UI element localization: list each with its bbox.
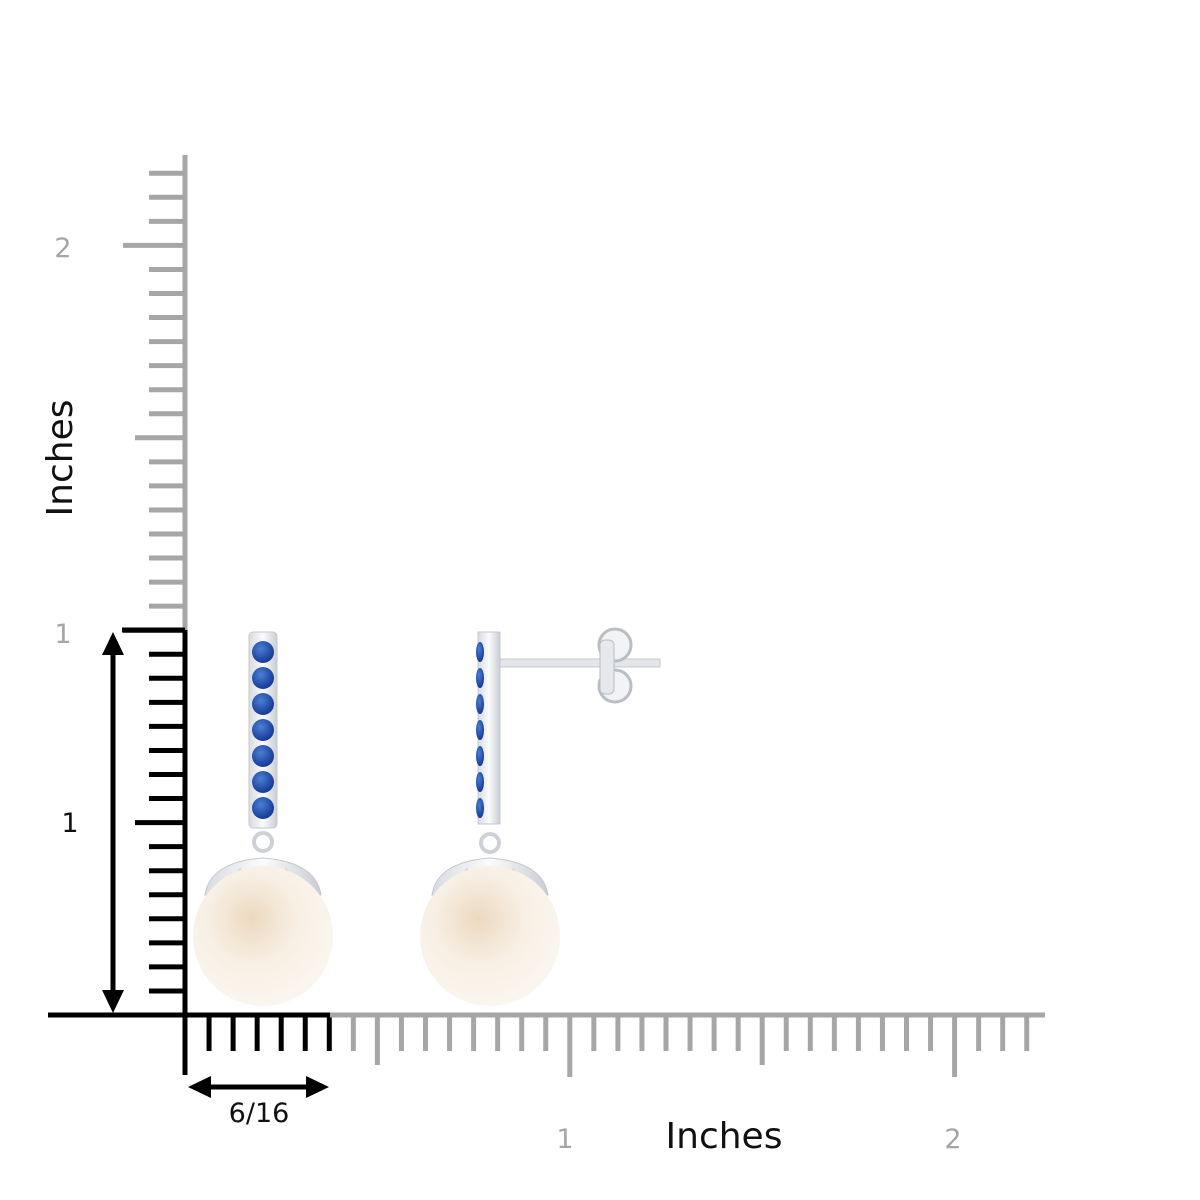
height-label: 1 — [61, 808, 78, 839]
stone — [476, 772, 484, 792]
width-label: 6/16 — [229, 1098, 290, 1129]
x-label: 1 — [556, 1124, 573, 1155]
x-label: 2 — [944, 1124, 961, 1155]
x-axis-title: Inches — [666, 1116, 783, 1157]
stone — [252, 641, 274, 663]
width-arrow — [188, 1076, 329, 1098]
ruler-ticks — [123, 170, 1030, 1077]
stone — [476, 746, 484, 766]
stone — [476, 694, 484, 714]
stone — [252, 693, 274, 715]
y-label: 2 — [54, 233, 71, 264]
stone — [252, 797, 274, 819]
stone — [252, 771, 274, 793]
stone — [476, 668, 484, 688]
y-label: 1 — [54, 619, 71, 650]
stone — [252, 667, 274, 689]
stone — [252, 719, 274, 741]
height-arrow — [102, 632, 124, 1013]
stone — [252, 745, 274, 767]
earring-side — [420, 627, 661, 1006]
y-axis-title: Inches — [40, 400, 81, 517]
stone — [476, 720, 484, 740]
earring-front — [193, 631, 333, 1006]
stone — [476, 642, 484, 662]
stone — [476, 798, 484, 818]
